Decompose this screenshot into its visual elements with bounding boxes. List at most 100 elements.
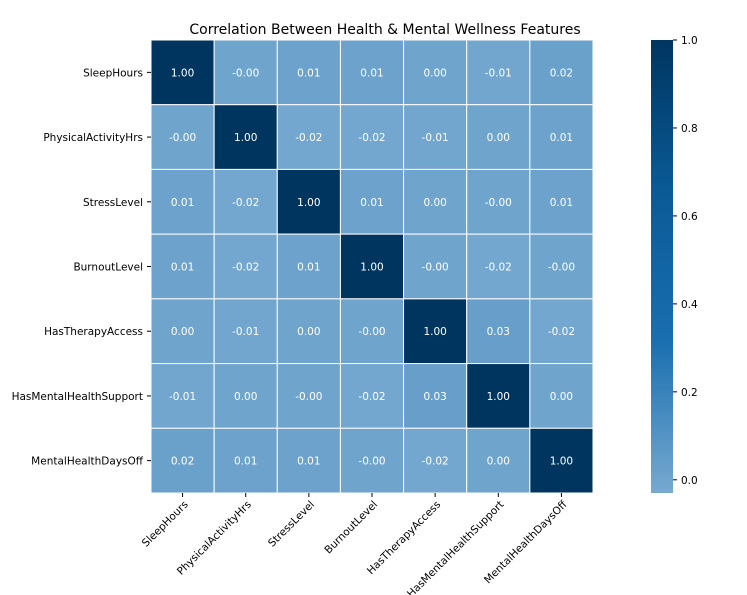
heatmap-cell xyxy=(529,233,594,300)
cell-value-label: 1.00 xyxy=(550,456,573,468)
cell-value-label: 1.00 xyxy=(360,262,383,274)
cell-value-label: 1.00 xyxy=(234,132,257,144)
heatmap-cell xyxy=(213,233,278,300)
cell-value-label: 0.02 xyxy=(171,456,194,468)
heatmap-cell xyxy=(466,233,531,300)
cell-value-label: 0.01 xyxy=(171,197,194,209)
cell-value-label: -0.01 xyxy=(422,132,449,144)
heatmap-cell xyxy=(339,39,405,106)
cell-value-label: -0.02 xyxy=(232,262,259,274)
chart-title: Correlation Between Health & Mental Well… xyxy=(189,22,580,38)
cell-value-label: 0.00 xyxy=(423,67,446,79)
heatmap-cell-labels: 1.00 -0.00 0.01 0.01 0.00 -0.01 0.02 -0.00 1.00 -… xyxy=(169,67,575,467)
colorbar: 0.0 0.2 0.4 0.6 0.8 1.0 xyxy=(651,35,698,493)
cell-value-label: 0.00 xyxy=(550,391,573,403)
heatmap-cell xyxy=(213,168,278,235)
y-tick-label: PhysicalActivityHrs xyxy=(43,132,143,144)
cell-value-label: 0.01 xyxy=(550,132,573,144)
cell-value-label: 0.02 xyxy=(550,67,573,79)
cell-value-label: 0.01 xyxy=(297,456,320,468)
heatmap-cell xyxy=(403,104,468,170)
y-tick-label: StressLevel xyxy=(83,197,143,209)
heatmap-cell xyxy=(150,363,215,429)
heatmap-cell xyxy=(466,39,531,106)
x-tick-label: BurnoutLevel xyxy=(322,499,380,557)
cell-value-label: -0.00 xyxy=(422,262,449,274)
heatmap-cell xyxy=(339,233,405,300)
cell-value-label: -0.02 xyxy=(358,132,385,144)
cell-value-label: 0.00 xyxy=(487,132,510,144)
cell-value-label: -0.02 xyxy=(422,456,449,468)
cell-value-label: 0.03 xyxy=(423,391,446,403)
heatmap-cell xyxy=(276,39,341,106)
heatmap-cells xyxy=(150,39,594,494)
y-tick-label: BurnoutLevel xyxy=(73,262,143,274)
cell-value-label: 0.01 xyxy=(360,197,383,209)
cell-value-label: -0.02 xyxy=(232,197,259,209)
cell-value-label: -0.00 xyxy=(358,456,385,468)
heatmap-cell xyxy=(150,39,215,106)
colorbar-tick-label: 0.6 xyxy=(681,211,698,223)
heatmap-cell xyxy=(276,427,341,494)
cell-value-label: -0.01 xyxy=(169,391,196,403)
cell-value-label: 0.01 xyxy=(171,262,194,274)
heatmap-cell xyxy=(403,168,468,235)
colorbar-gradient xyxy=(651,40,673,493)
cell-value-label: 0.01 xyxy=(360,67,383,79)
cell-value-label: 0.00 xyxy=(297,326,320,338)
heatmap-cell xyxy=(213,363,278,429)
cell-value-label: -0.02 xyxy=(358,391,385,403)
cell-value-label: 0.01 xyxy=(234,456,257,468)
cell-value-label: 0.00 xyxy=(171,326,194,338)
heatmap-cell xyxy=(339,168,405,235)
cell-value-label: 0.00 xyxy=(234,391,257,403)
cell-value-label: 0.01 xyxy=(297,67,320,79)
y-tick-label: HasMentalHealthSupport xyxy=(12,391,143,403)
x-tick-label: SleepHours xyxy=(140,499,191,550)
cell-value-label: 0.01 xyxy=(550,197,573,209)
cell-value-label: 1.00 xyxy=(487,391,510,403)
heatmap-cell xyxy=(150,427,215,494)
cell-value-label: -0.00 xyxy=(358,326,385,338)
y-tick-label: HasTherapyAccess xyxy=(44,326,143,338)
heatmap-cell xyxy=(466,427,531,494)
heatmap-cell xyxy=(276,104,341,170)
y-tick-label: SleepHours xyxy=(83,67,143,79)
heatmap-cell xyxy=(276,363,341,429)
heatmap-cell xyxy=(466,168,531,235)
cell-value-label: 1.00 xyxy=(297,197,320,209)
colorbar-tick-label: 0.0 xyxy=(681,475,698,487)
cell-value-label: 0.01 xyxy=(297,262,320,274)
heatmap-cell xyxy=(213,39,278,106)
heatmap-cell xyxy=(403,363,468,429)
heatmap-cell xyxy=(339,427,405,494)
heatmap-cell xyxy=(276,168,341,235)
colorbar-tick-label: 1.0 xyxy=(681,35,698,47)
cell-value-label: 0.00 xyxy=(487,456,510,468)
heatmap-cell xyxy=(529,427,594,494)
cell-value-label: -0.00 xyxy=(295,391,322,403)
cell-value-label: -0.01 xyxy=(485,67,512,79)
cell-value-label: -0.00 xyxy=(548,262,575,274)
cell-value-label: -0.00 xyxy=(485,197,512,209)
heatmap-cell xyxy=(150,233,215,300)
cell-value-label: -0.00 xyxy=(169,132,196,144)
heatmap-cell xyxy=(403,427,468,494)
heatmap-cell xyxy=(339,363,405,429)
cell-value-label: 1.00 xyxy=(171,67,194,79)
cell-value-label: 0.00 xyxy=(423,197,446,209)
cell-value-label: -0.00 xyxy=(232,67,259,79)
cell-value-label: -0.02 xyxy=(485,262,512,274)
cell-value-label: 1.00 xyxy=(423,326,446,338)
cell-value-label: -0.01 xyxy=(232,326,259,338)
x-tick-label: StressLevel xyxy=(266,499,317,550)
colorbar-tick-label: 0.4 xyxy=(681,299,698,311)
colorbar-tick-label: 0.8 xyxy=(681,123,698,135)
heatmap-cell xyxy=(529,104,594,170)
heatmap-cell xyxy=(150,298,215,365)
heatmap-cell xyxy=(529,363,594,429)
y-axis: SleepHours PhysicalActivityHrs StressLevel… xyxy=(12,67,151,468)
heatmap-cell xyxy=(529,168,594,235)
